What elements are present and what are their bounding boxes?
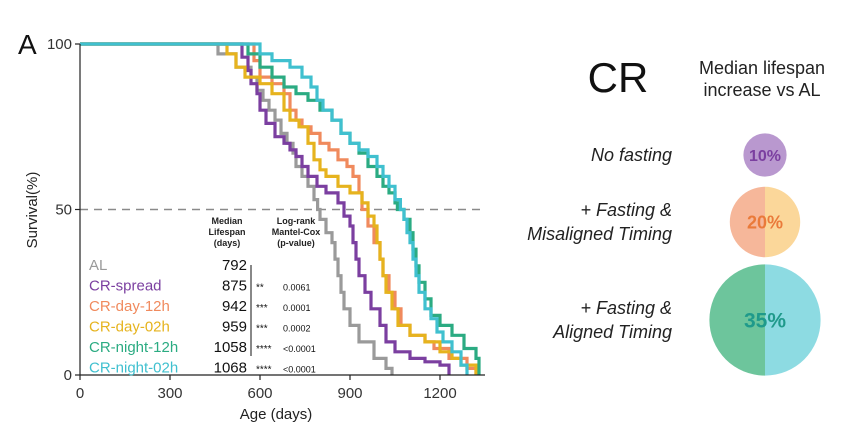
x-tick-label: 900 — [337, 385, 362, 402]
group-median: 1058 — [214, 339, 247, 356]
summary-rows: No fasting 10% + Fasting & Misaligned Timin… — [527, 133, 821, 376]
lifespan-increase-value: 20% — [747, 212, 783, 232]
summary-title: CR — [588, 54, 649, 101]
group-significance-stars: *** — [256, 324, 268, 335]
lifespan-circle-left-half — [729, 186, 765, 258]
y-tick-label: 0 — [64, 367, 72, 384]
survival-plot: 0 300 600 900 1200 0 50 100 — [47, 36, 485, 402]
x-tick-label: 1200 — [423, 385, 456, 402]
condition-label: Misaligned Timing — [527, 224, 672, 244]
table-rows: AL 792 CR-spread 875 ** 0.0061 CR-day-12h 942 **… — [89, 257, 316, 377]
lifespan-increase-value: 10% — [749, 148, 781, 165]
y-tick-label: 100 — [47, 36, 72, 53]
lifespan-circle-left-half — [709, 264, 765, 376]
group-p-value: <0.0001 — [283, 365, 316, 375]
group-name: CR-day-02h — [89, 319, 170, 336]
condition-label: + Fasting & — [580, 200, 672, 220]
group-p-value: 0.0001 — [283, 303, 311, 313]
group-p-value: 0.0002 — [283, 324, 311, 334]
summary-subtitle-1: Median lifespan — [699, 58, 825, 78]
survival-curve-cr-night-02h — [80, 42, 469, 375]
group-median: 942 — [222, 298, 247, 315]
header-median-1: Median — [211, 216, 242, 226]
lifespan-increase-value: 35% — [744, 310, 786, 333]
group-p-value: <0.0001 — [283, 344, 316, 354]
survival-curve-cr-spread — [80, 42, 451, 375]
group-significance-stars: **** — [256, 344, 272, 355]
stats-table: Median Lifespan (days) Log-rank Mantel-C… — [89, 216, 320, 377]
condition-label: No fasting — [591, 145, 672, 165]
header-median-3: (days) — [214, 238, 241, 248]
y-ticks: 0 50 100 — [47, 36, 80, 384]
group-median: 792 — [222, 257, 247, 274]
group-name: CR-day-12h — [89, 298, 170, 315]
group-name: CR-night-12h — [89, 339, 178, 356]
lifespan-circle-right-half — [765, 186, 801, 258]
summary-panel: CR Median lifespan increase vs AL No fas… — [527, 54, 825, 376]
x-axis-title: Age (days) — [240, 406, 313, 423]
group-significance-stars: **** — [256, 365, 272, 376]
group-name: AL — [89, 257, 107, 274]
group-name: CR-night-02h — [89, 360, 178, 377]
header-logrank-2: Mantel-Cox — [272, 227, 321, 237]
x-tick-label: 300 — [157, 385, 182, 402]
group-p-value: 0.0061 — [283, 283, 311, 293]
group-median: 875 — [222, 278, 247, 295]
y-tick-label: 50 — [55, 202, 72, 219]
survival-curve-cr-day-02h — [80, 42, 478, 375]
x-tick-label: 0 — [76, 385, 84, 402]
group-median: 1068 — [214, 360, 247, 377]
header-median-2: Lifespan — [208, 227, 245, 237]
x-ticks: 0 300 600 900 1200 — [76, 375, 457, 402]
x-tick-label: 600 — [247, 385, 272, 402]
header-logrank-1: Log-rank — [277, 216, 316, 226]
group-name: CR-spread — [89, 278, 162, 295]
lifespan-circle-right-half — [765, 264, 821, 376]
header-logrank-3: (p-value) — [277, 238, 315, 248]
group-significance-stars: *** — [256, 303, 268, 314]
y-axis-title: Survival(%) — [24, 172, 41, 249]
lifespan-circle — [743, 133, 787, 177]
group-median: 959 — [222, 319, 247, 336]
condition-label: Aligned Timing — [552, 322, 672, 342]
summary-subtitle-2: increase vs AL — [703, 80, 820, 100]
group-significance-stars: ** — [256, 283, 264, 294]
survival-curves — [80, 42, 481, 375]
condition-label: + Fasting & — [580, 298, 672, 318]
panel-label: A — [18, 29, 37, 60]
